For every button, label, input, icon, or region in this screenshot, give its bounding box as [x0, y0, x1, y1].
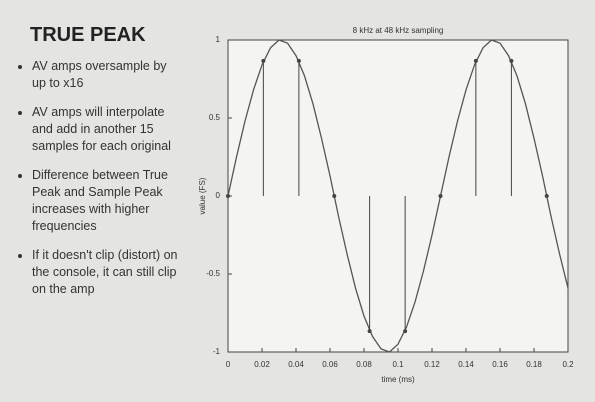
y-tick-label: 0	[216, 191, 221, 200]
sample-point	[296, 58, 301, 63]
bullet: If it doesn't clip (distort) on the cons…	[32, 247, 182, 298]
x-tick-label: 0.08	[356, 360, 372, 369]
x-tick-label: 0.02	[254, 360, 270, 369]
x-tick-label: 0.18	[526, 360, 542, 369]
x-tick-label: 0.04	[288, 360, 304, 369]
bullet: AV amps will interpolate and add in anot…	[32, 104, 182, 155]
x-axis-label: time (ms)	[381, 375, 415, 384]
text-panel: TRUE PEAK AV amps oversample by up to x1…	[0, 0, 200, 402]
x-tick-label: 0.2	[562, 360, 574, 369]
sample-point	[509, 58, 514, 63]
sample-point	[226, 194, 230, 198]
sample-point	[438, 194, 443, 198]
bullet: Difference between True Peak and Sample …	[32, 167, 182, 235]
plot-frame	[227, 39, 569, 353]
x-tick-label: 0.1	[392, 360, 404, 369]
sample-point	[403, 329, 408, 334]
x-tick-label: 0	[226, 360, 231, 369]
bullet-list: AV amps oversample by up to x16 AV amps w…	[12, 58, 182, 310]
x-tick-label: 0.16	[492, 360, 508, 369]
y-axis-label: value (FS)	[198, 177, 207, 214]
slide-title: TRUE PEAK	[30, 24, 146, 46]
sample-point	[367, 329, 372, 334]
sample-point	[261, 58, 266, 63]
y-tick-label: -1	[213, 347, 221, 356]
y-tick-label: 1	[216, 35, 221, 44]
y-tick-label: -0.5	[206, 269, 220, 278]
sample-point	[544, 194, 549, 198]
sample-point	[332, 194, 337, 198]
x-tick-label: 0.12	[424, 360, 440, 369]
y-tick-label: 0.5	[209, 113, 221, 122]
sample-point	[473, 58, 478, 63]
bullet: AV amps oversample by up to x16	[32, 58, 182, 92]
x-tick-label: 0.06	[322, 360, 338, 369]
x-tick-label: 0.14	[458, 360, 474, 369]
chart-title: 8 kHz at 48 kHz sampling	[353, 26, 444, 35]
